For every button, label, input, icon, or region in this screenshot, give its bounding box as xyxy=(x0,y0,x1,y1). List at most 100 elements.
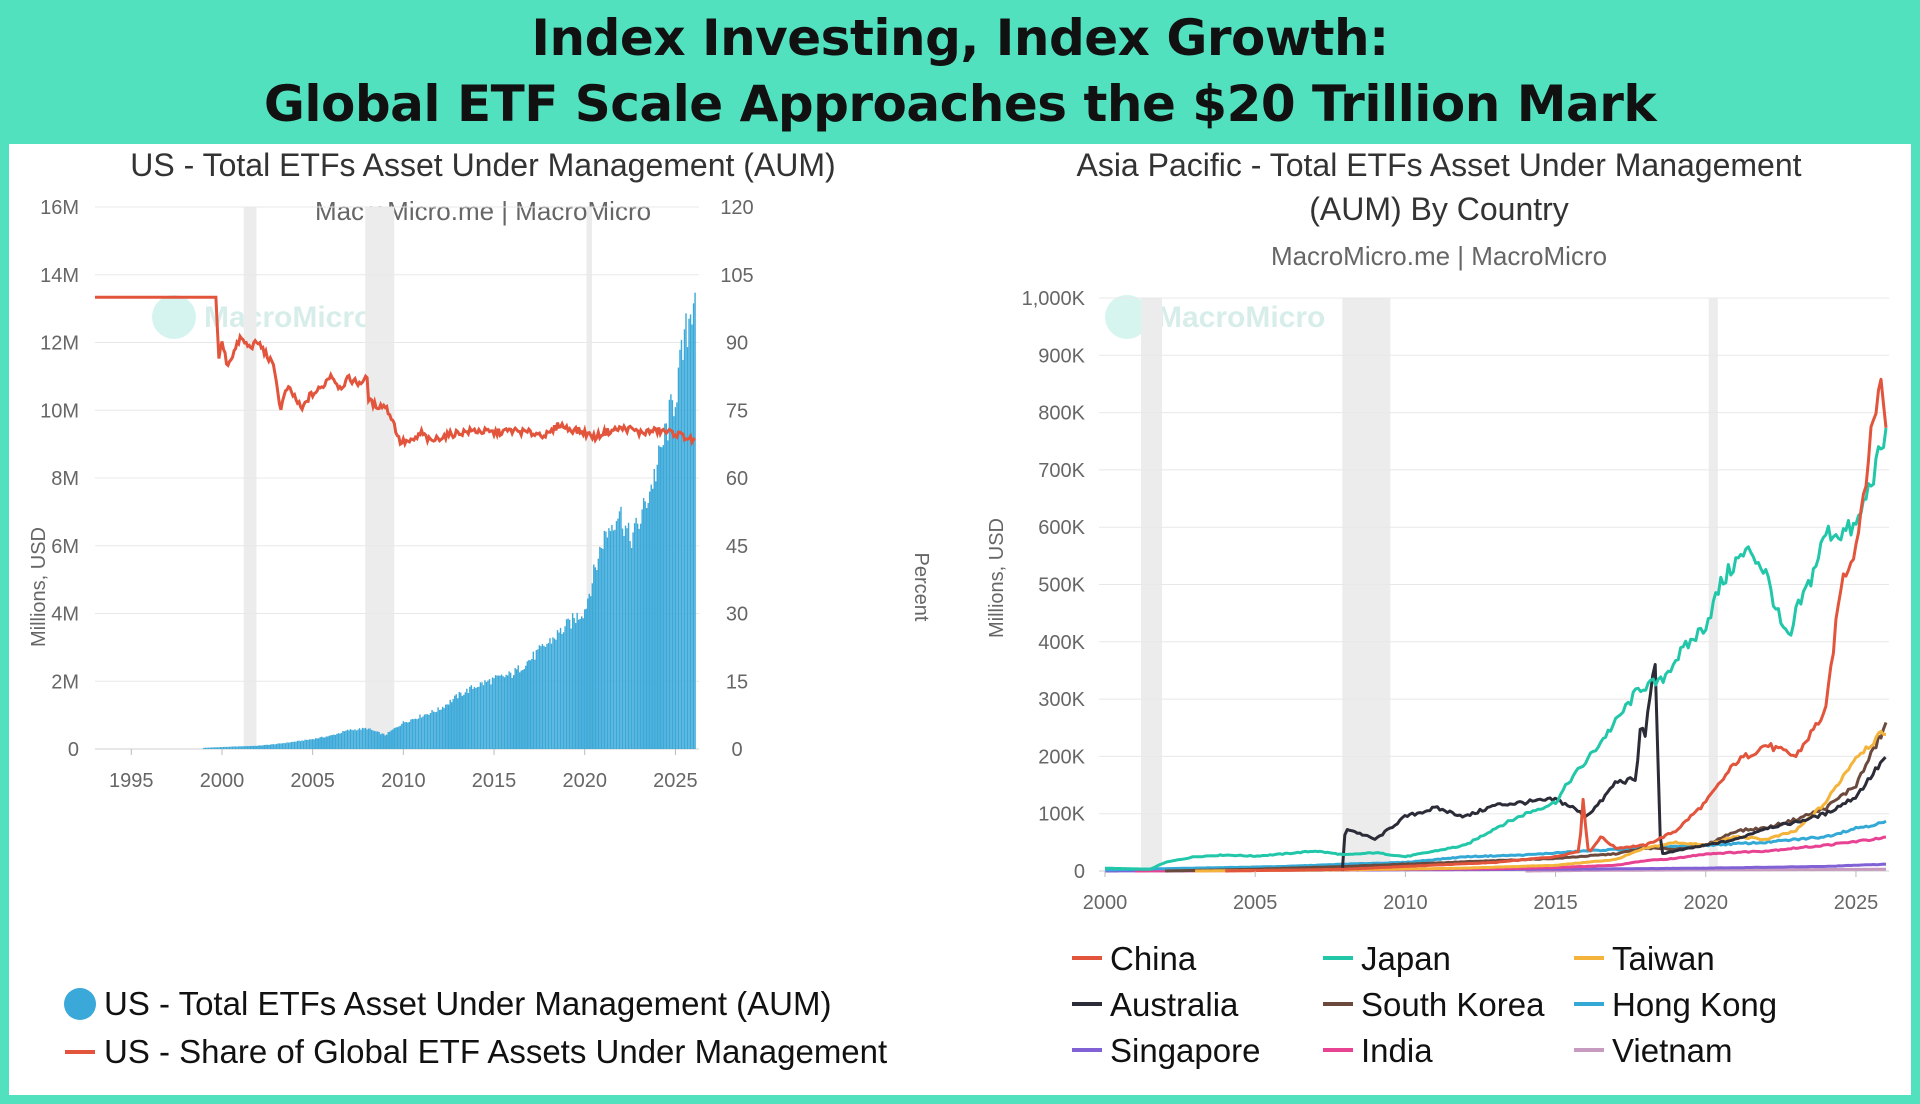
aum-bar xyxy=(346,729,349,749)
aum-bar xyxy=(401,723,403,749)
aum-bar xyxy=(447,704,450,749)
watermark-logo-icon xyxy=(152,295,196,339)
aum-bar xyxy=(494,675,497,749)
aum-bar xyxy=(386,734,388,749)
y-tick: 600K xyxy=(1038,517,1085,539)
aum-bar xyxy=(240,746,243,749)
aum-bar xyxy=(694,292,696,749)
aum-bar xyxy=(556,630,559,749)
aum-bar xyxy=(384,735,386,749)
aum-bar xyxy=(488,679,491,749)
aum-bar xyxy=(534,659,536,749)
aum-bar xyxy=(203,747,205,749)
y-tick-right: 30 xyxy=(726,604,748,626)
aum-bar xyxy=(222,746,225,749)
aum-bar xyxy=(248,746,250,749)
aum-bar xyxy=(381,733,383,749)
aum-bar xyxy=(408,721,411,749)
aum-bar xyxy=(336,733,338,749)
aum-bar xyxy=(263,744,265,749)
aum-bar xyxy=(546,644,548,749)
aum-bar xyxy=(587,598,589,749)
aum-bar xyxy=(257,745,259,749)
aum-bar xyxy=(632,532,634,749)
aum-bar xyxy=(339,733,341,749)
aum-bar xyxy=(641,509,643,749)
y-tick-left: 2M xyxy=(51,671,79,693)
aum-bar xyxy=(357,729,359,749)
us-watermark-text: MacroMicro xyxy=(204,301,372,334)
aum-bar xyxy=(476,687,479,749)
aum-bar xyxy=(520,670,522,749)
aum-bar xyxy=(311,739,314,749)
aum-bar xyxy=(496,675,498,749)
aum-bar xyxy=(328,735,330,749)
aum-bar xyxy=(269,744,272,749)
aum-bar xyxy=(573,618,575,749)
aum-bar xyxy=(404,722,406,749)
aum-bar xyxy=(577,619,580,749)
aum-bar xyxy=(305,739,308,749)
x-tick-label: 2015 xyxy=(1533,892,1578,914)
aum-bar xyxy=(458,691,460,749)
aum-bar xyxy=(237,746,240,749)
aum-bar xyxy=(352,730,355,749)
aum-bar xyxy=(541,644,544,749)
aum-bar xyxy=(585,608,587,749)
aum-bar xyxy=(292,741,294,749)
y-tick: 0 xyxy=(1074,861,1085,883)
aum-bar xyxy=(262,745,264,749)
aum-bar xyxy=(599,546,601,749)
aum-bar xyxy=(620,506,622,749)
aum-bar xyxy=(485,681,488,749)
aum-bar xyxy=(254,745,256,749)
legend-aum-label: US - Total ETFs Asset Under Management (… xyxy=(104,985,831,1022)
legend-label: Hong Kong xyxy=(1612,986,1777,1023)
aum-bar xyxy=(411,719,414,749)
aum-bar xyxy=(419,714,421,749)
aum-bar xyxy=(514,668,516,749)
aum-bar xyxy=(680,339,683,749)
aum-bar xyxy=(621,528,624,749)
aum-bar xyxy=(435,711,438,749)
y-tick: 100K xyxy=(1038,804,1085,826)
aum-bar xyxy=(449,699,451,749)
aum-bar xyxy=(395,727,397,749)
aum-bar xyxy=(600,547,603,749)
aum-bar xyxy=(271,744,273,749)
y-tick: 200K xyxy=(1038,746,1085,768)
aum-bar xyxy=(278,743,281,749)
aum-bar xyxy=(614,529,616,749)
aum-bar xyxy=(658,445,660,749)
aum-bar xyxy=(334,734,337,749)
aum-bar xyxy=(399,725,402,749)
aum-bar xyxy=(603,530,606,749)
legend-label: Australia xyxy=(1110,986,1239,1023)
y-tick-right: 60 xyxy=(726,468,748,490)
y-tick-right: 45 xyxy=(726,536,748,558)
aum-bar xyxy=(630,547,633,749)
aum-bar xyxy=(537,649,539,749)
aum-bar xyxy=(664,423,666,749)
aum-bar xyxy=(438,709,441,749)
aum-bar xyxy=(609,531,612,749)
y-tick-right: 120 xyxy=(720,197,753,219)
aum-bar xyxy=(304,739,306,749)
aum-bar xyxy=(532,651,535,749)
x-tick-label: 2000 xyxy=(200,770,245,792)
aum-bar xyxy=(286,742,288,749)
aum-bar xyxy=(519,672,521,749)
aum-bar xyxy=(561,633,563,749)
x-tick-label: 2025 xyxy=(653,770,698,792)
y-tick-right: 75 xyxy=(726,400,748,422)
aum-bar xyxy=(330,735,332,749)
aum-bar xyxy=(392,729,394,749)
aum-bar xyxy=(579,618,581,749)
aum-bar xyxy=(457,698,459,749)
x-tick-label: 2005 xyxy=(1233,892,1278,914)
aum-bar xyxy=(370,729,373,749)
aum-bar xyxy=(206,747,208,749)
apac-chart-title-line2: (AUM) By Country xyxy=(1309,191,1569,227)
aum-bar xyxy=(638,528,640,749)
aum-bar xyxy=(667,440,669,749)
